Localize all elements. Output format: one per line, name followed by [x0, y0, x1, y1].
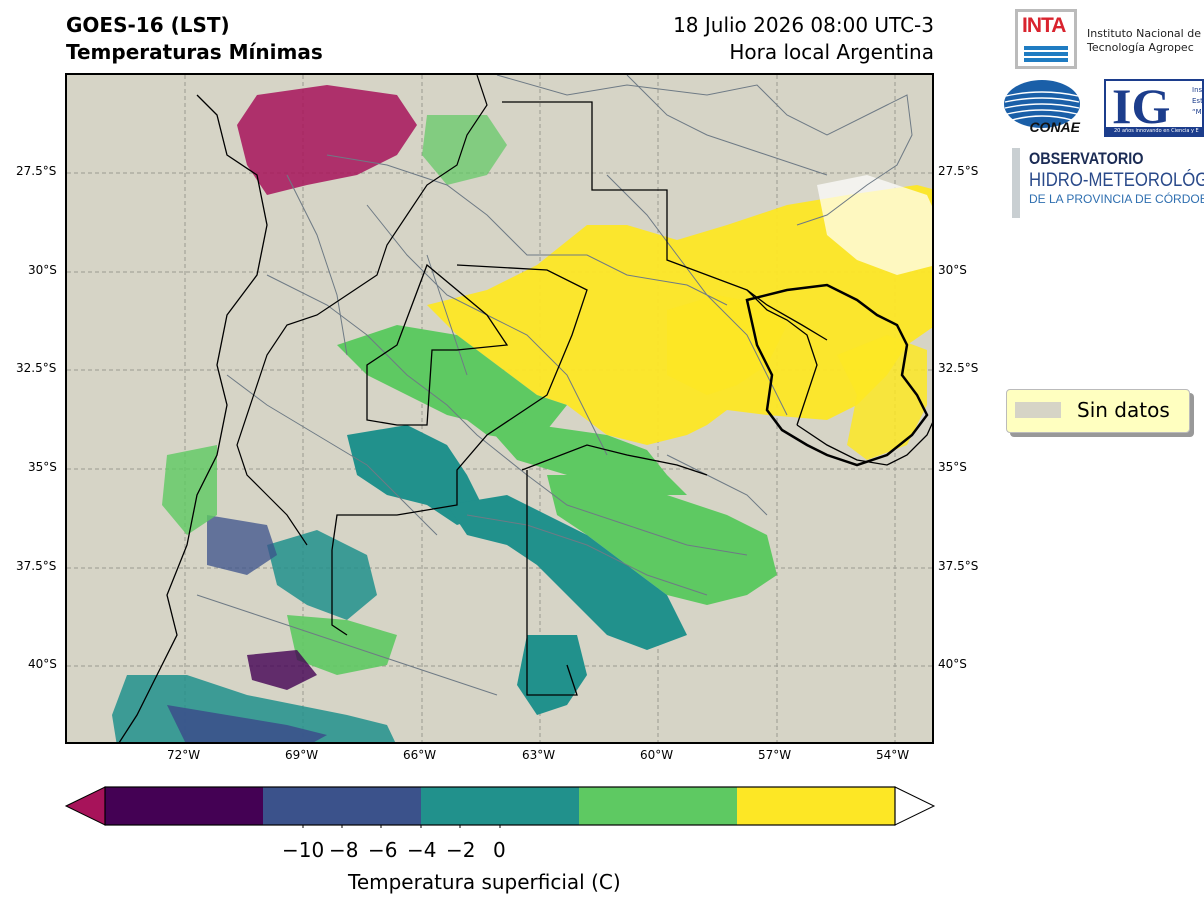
ig-logo-mark: IG [1112, 79, 1171, 134]
lat-label-right: 40°S [938, 657, 967, 671]
inta-logo-text: Instituto Nacional de Tecnología Agropec [1087, 27, 1201, 55]
ig-small-line-1: Ins [1192, 86, 1203, 94]
lat-label-right: 32.5°S [938, 361, 979, 375]
obs-line-1: OBSERVATORIO [1029, 149, 1144, 168]
uruguay-outline [745, 283, 929, 467]
inta-logo-bars [1024, 46, 1068, 62]
lat-label-right: 30°S [938, 263, 967, 277]
colorbar-ticks [302, 825, 501, 828]
ig-small-line-3: “M [1192, 108, 1202, 116]
colorbar-segment [737, 787, 895, 825]
colorbar-segment [105, 787, 263, 825]
map-graphic [67, 75, 932, 742]
conae-logo-text: CONAE [1029, 119, 1080, 134]
ig-logo-strip: 20 años innovando en Ciencia y E [1106, 127, 1202, 135]
colorbar-tick-label: 0 [493, 838, 506, 862]
lon-label: 69°W [285, 748, 319, 762]
colorbar-tick-label: −8 [329, 838, 359, 862]
temperature-field [112, 85, 932, 742]
no-data-swatch [1015, 402, 1061, 418]
datetime-block: 18 Julio 2026 08:00 UTC-3 Hora local Arg… [673, 12, 934, 66]
lon-label: 63°W [522, 748, 556, 762]
lon-label: 60°W [640, 748, 674, 762]
ig-logo-small-text: Ins Est “M [1192, 85, 1203, 118]
inta-text-line-1: Instituto Nacional de [1087, 27, 1201, 40]
colorbar-over-arrow [894, 786, 936, 826]
lat-label-left: 30°S [28, 263, 57, 277]
ig-small-line-2: Est [1192, 97, 1203, 105]
temperature-map [65, 73, 934, 744]
lat-label-right: 37.5°S [938, 559, 979, 573]
internal-boundary [236, 75, 488, 546]
lat-label-right: 27.5°S [938, 164, 979, 178]
timezone-text: Hora local Argentina [729, 40, 934, 64]
datetime-text: 18 Julio 2026 08:00 UTC-3 [673, 13, 934, 37]
lat-label-left: 37.5°S [16, 559, 57, 573]
obs-line-2: HIDRO-METEOROLÓG [1029, 170, 1204, 191]
lon-label: 66°W [403, 748, 437, 762]
country-boundaries [118, 94, 932, 742]
inta-text-line-2: Tecnología Agropec [1087, 41, 1194, 54]
lat-label-left: 35°S [28, 460, 57, 474]
ig-logo: IG Ins Est “M 20 años innovando en Cienc… [1104, 79, 1204, 137]
conae-logo: CONAE [1004, 80, 1081, 134]
lat-label-left: 27.5°S [16, 164, 57, 178]
title-line-1: GOES-16 (LST) [66, 13, 230, 37]
lat-label-left: 40°S [28, 657, 57, 671]
colorbar-tick-label: −6 [368, 838, 398, 862]
lat-label-right: 35°S [938, 460, 967, 474]
colorbar-under-arrow [64, 786, 106, 826]
inta-logo-mark: INTA [1022, 14, 1066, 37]
colorbar-segment [263, 787, 421, 825]
colorbar-segment [421, 787, 579, 825]
lon-label: 57°W [758, 748, 792, 762]
no-data-label: Sin datos [1077, 398, 1170, 422]
colorbar-label: Temperatura superficial (C) [348, 870, 621, 894]
inta-logo: INTA [1015, 9, 1077, 69]
observatorio-logo: OBSERVATORIO HIDRO-METEOROLÓG DE LA PROV… [1012, 148, 1204, 218]
title-line-2: Temperaturas Mínimas [66, 40, 323, 64]
colorbar [64, 786, 936, 828]
lon-label: 54°W [876, 748, 910, 762]
colorbar-tick-label: −10 [282, 838, 325, 862]
map-legend: Sin datos [1006, 389, 1190, 433]
map-title: GOES-16 (LST) Temperaturas Mínimas [66, 12, 323, 66]
colorbar-segment [579, 787, 737, 825]
obs-line-3: DE LA PROVINCIA DE CÓRDOBA [1029, 192, 1204, 206]
lat-label-left: 32.5°S [16, 361, 57, 375]
province-boundaries [196, 75, 913, 696]
lon-label: 72°W [167, 748, 201, 762]
colorbar-tick-label: −2 [446, 838, 476, 862]
colorbar-tick-label: −4 [407, 838, 437, 862]
